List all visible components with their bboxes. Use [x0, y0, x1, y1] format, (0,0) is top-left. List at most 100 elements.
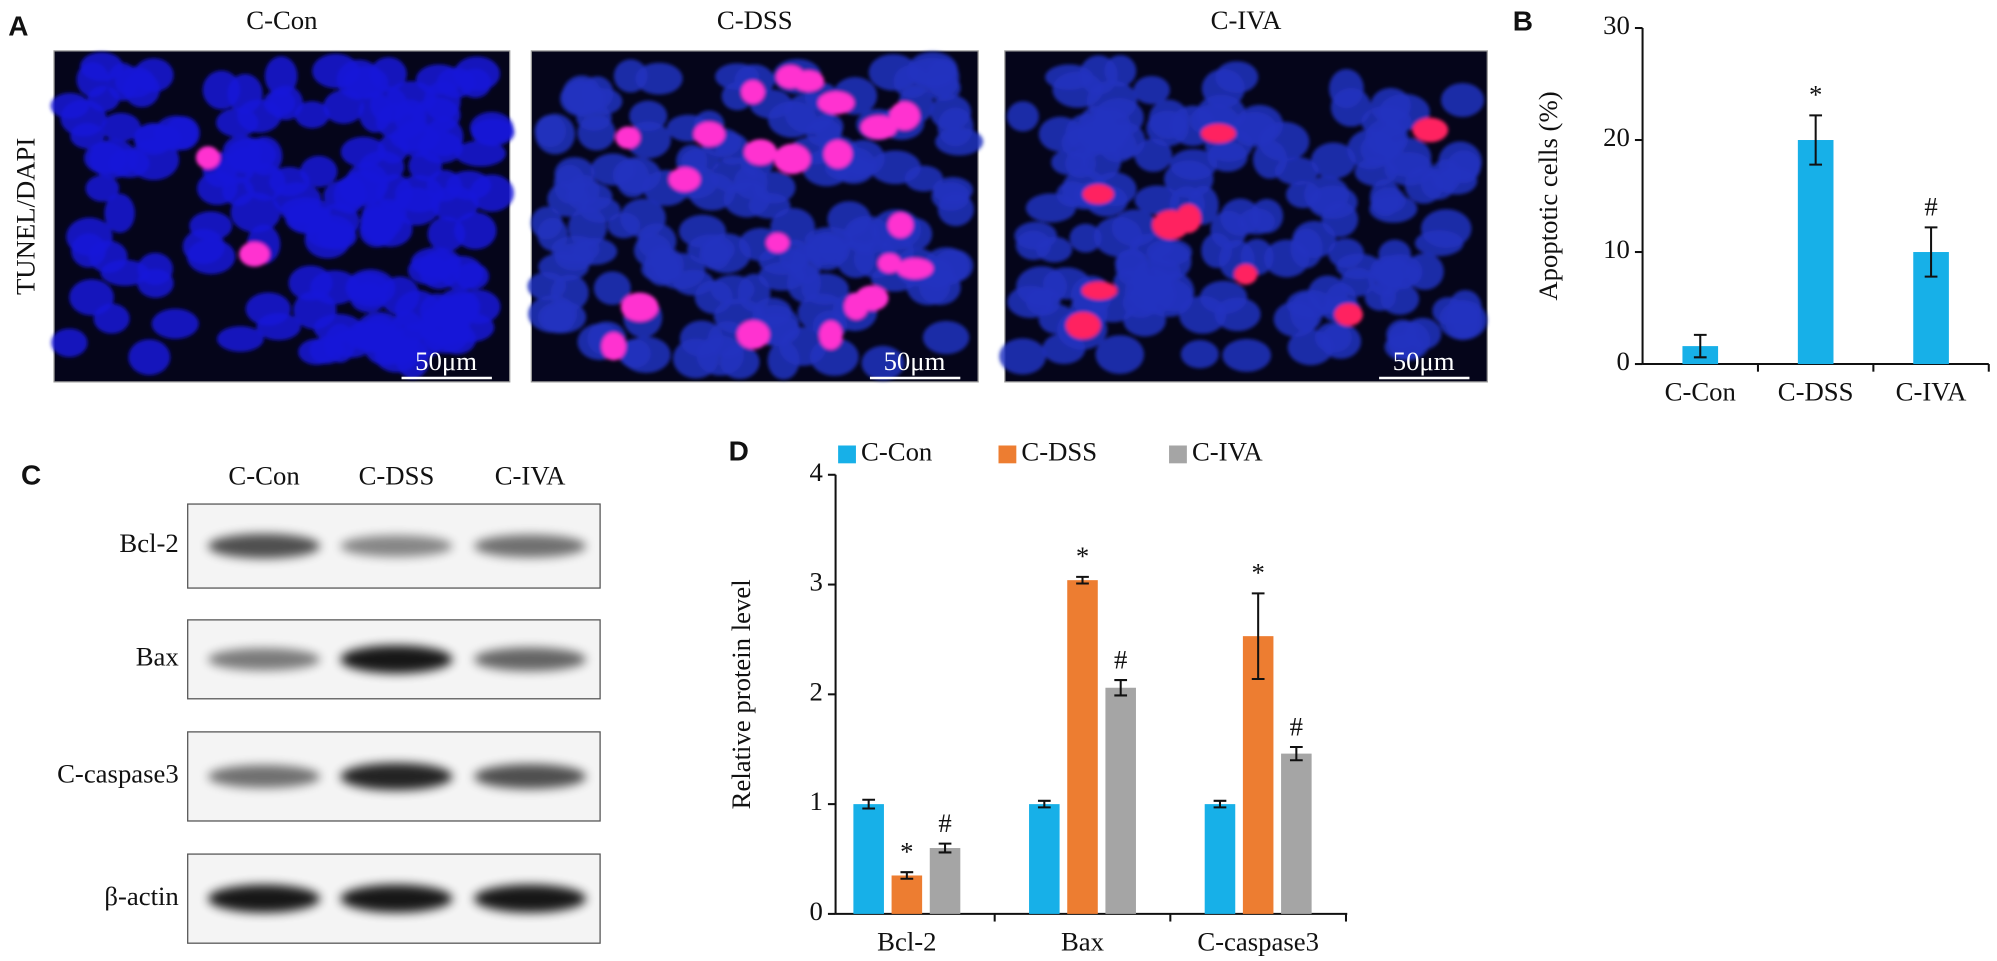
apoptotic-nucleus — [736, 320, 770, 349]
nuclei — [999, 55, 1488, 375]
micrograph: 50μm — [999, 50, 1488, 383]
apoptotic-nucleus — [889, 101, 920, 131]
nucleus — [360, 202, 404, 239]
nucleus — [85, 175, 120, 202]
nucleus — [419, 293, 455, 328]
apoptotic-nucleus — [239, 241, 270, 267]
nucleus — [937, 107, 974, 147]
nucleus — [629, 100, 668, 132]
column-title: C-DSS — [717, 5, 793, 35]
nucleus — [535, 113, 576, 155]
nucleus — [1125, 272, 1162, 308]
y-tick-label: 0 — [809, 896, 822, 926]
nucleus — [707, 321, 748, 358]
nucleus — [922, 320, 970, 355]
nucleus — [264, 56, 298, 96]
nucleus — [455, 262, 490, 291]
significance-marker: # — [1114, 644, 1127, 674]
nucleus — [216, 108, 259, 138]
apoptotic-nucleus — [195, 146, 220, 169]
nucleus — [537, 301, 587, 334]
nucleus — [1134, 138, 1173, 172]
nucleus — [133, 122, 174, 155]
nucleus — [202, 70, 241, 110]
apoptotic-nucleus — [1065, 312, 1101, 340]
x-tick-label: C-IVA — [1896, 377, 1967, 407]
nucleus — [455, 140, 506, 167]
apoptotic-nucleus — [1334, 303, 1363, 326]
nucleus — [101, 112, 141, 142]
error-bar — [1924, 226, 1938, 278]
error-bar — [1289, 746, 1303, 762]
nucleus — [469, 111, 514, 144]
apoptotic-nucleus — [823, 139, 853, 169]
nucleus — [1007, 285, 1054, 319]
nucleus — [836, 240, 875, 279]
apoptotic-nucleus — [819, 320, 843, 350]
legend-swatch — [998, 445, 1017, 464]
nucleus — [1328, 238, 1364, 268]
nucleus — [70, 122, 105, 149]
bar — [1067, 580, 1098, 914]
significance-marker: * — [1076, 541, 1089, 571]
apoptotic-nucleus — [1412, 117, 1449, 143]
nucleus — [1432, 297, 1464, 325]
nucleus — [1042, 333, 1086, 365]
nucleus — [1329, 68, 1364, 109]
nucleus — [83, 142, 128, 175]
nucleus — [767, 341, 800, 380]
apoptotic-nucleus — [1234, 264, 1258, 285]
nucleus — [1373, 261, 1422, 289]
nucleus — [186, 238, 236, 275]
nuclei — [50, 52, 515, 379]
y-tick-label: 30 — [1603, 10, 1630, 40]
apoptotic-nucleus — [860, 115, 898, 140]
nucleus — [256, 312, 301, 341]
apoptotic-nucleus — [775, 65, 805, 89]
nucleus — [1133, 75, 1170, 105]
micrograph: 50μm — [527, 50, 984, 383]
blot-band — [208, 764, 321, 788]
apoptotic-nucleus — [1152, 210, 1190, 240]
significance-marker: # — [1924, 192, 1937, 222]
y-axis-label: Relative protein level — [726, 579, 756, 809]
error-bar — [1114, 679, 1128, 697]
nucleus — [469, 174, 515, 212]
legend-label: C-IVA — [1192, 437, 1263, 467]
nucleus — [1386, 319, 1419, 351]
nucleus — [804, 233, 842, 266]
error-bar — [862, 798, 876, 810]
nucleus — [1369, 179, 1401, 217]
panel-letter: D — [729, 436, 749, 467]
nucleus — [1201, 233, 1233, 269]
nucleus — [637, 223, 677, 260]
scale-bar-label: 50μm — [884, 346, 946, 376]
nucleus — [392, 187, 440, 226]
nucleus — [737, 273, 771, 312]
panel-letter: A — [8, 10, 28, 41]
nucleus — [612, 157, 662, 194]
apoptotic-nucleus — [766, 233, 790, 253]
apoptotic-nucleus — [620, 292, 659, 322]
y-tick-label: 1 — [809, 786, 822, 816]
blot-band — [340, 884, 453, 913]
significance-marker: * — [900, 836, 913, 866]
blot-band — [208, 884, 321, 913]
nucleus — [128, 339, 171, 376]
apoptotic-nucleus — [817, 91, 855, 115]
nucleus — [298, 338, 335, 365]
nucleus — [340, 136, 386, 168]
apoptotic-nucleus — [668, 167, 701, 192]
nucleus — [269, 166, 310, 197]
legend-label: C-Con — [861, 437, 932, 467]
apoptotic-nucleus — [601, 332, 626, 361]
apoptotic-nucleus — [854, 285, 889, 311]
nucleus — [1311, 142, 1356, 179]
column-title: C-Con — [246, 5, 317, 35]
nucleus — [999, 338, 1046, 375]
nucleus — [216, 326, 264, 352]
nucleus — [66, 217, 113, 256]
bar — [853, 804, 884, 914]
row-label: C-caspase3 — [57, 759, 179, 789]
